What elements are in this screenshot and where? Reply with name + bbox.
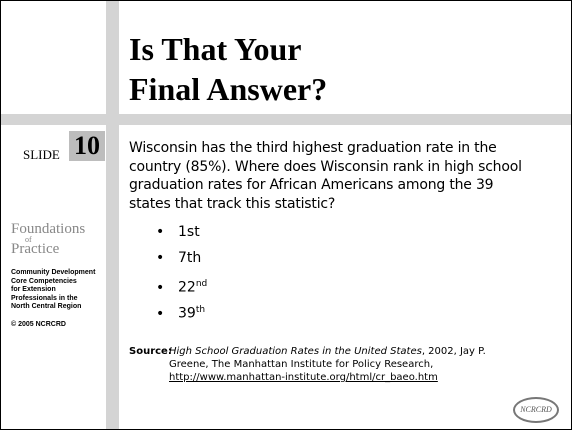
option-suffix: nd [195, 279, 208, 289]
logo-word: of [25, 235, 32, 244]
sidebar-line: for Extension [11, 286, 56, 293]
sidebar-line: Core Competencies [11, 277, 77, 285]
title-line: Final Answer? [129, 71, 328, 107]
option-text: 1st [178, 224, 200, 240]
source-url: http://www.manhattan-institute.org/html/… [169, 372, 438, 383]
option-suffix: th [195, 305, 206, 315]
sidebar-line: North Central Region [11, 303, 82, 310]
bullet: • [156, 305, 165, 322]
option-text: 7th [178, 250, 202, 266]
bullet: • [156, 224, 165, 240]
sidebar-text: Community Development Core Competencies … [11, 269, 95, 312]
option: • 7th [156, 245, 207, 271]
title-line: Is That Your [129, 31, 302, 67]
footer-logo: NCRCRD [513, 397, 559, 423]
slide-number: 10 [69, 131, 105, 161]
options: • 1st • 7th • 22nd • 39th [156, 219, 207, 323]
logo-word: Practice [11, 241, 60, 257]
option: • 39th [156, 297, 207, 323]
title: Is That Your Final Answer? [129, 29, 327, 109]
source-rest: , 2002, Jay P. Greene, The Manhattan Ins… [169, 346, 486, 370]
horizontal-band [1, 114, 571, 125]
copyright: © 2005 NCRCRD [11, 321, 66, 328]
vertical-band [106, 1, 119, 429]
option: • 22nd [156, 271, 207, 297]
option-text: 22 [178, 279, 196, 296]
slide-label: SLIDE [23, 147, 60, 162]
question: Wisconsin has the third highest graduati… [129, 140, 522, 212]
source-title: High School Graduation Rates in the Unit… [169, 346, 422, 357]
sidebar-line: Community Development [11, 269, 96, 276]
bullet: • [156, 250, 165, 266]
option: • 1st [156, 219, 207, 245]
source: Source: High School Graduation Rates in … [129, 345, 519, 384]
option-text: 39 [178, 305, 196, 322]
logo-word: Foundations [11, 221, 86, 237]
bullet: • [156, 279, 165, 296]
source-label: Source: [129, 346, 172, 357]
sidebar-line: Professionals in the [11, 294, 78, 302]
sidebar-logo: Foundations of Practice [11, 221, 86, 257]
source-text: High School Graduation Rates in the Unit… [169, 345, 519, 384]
